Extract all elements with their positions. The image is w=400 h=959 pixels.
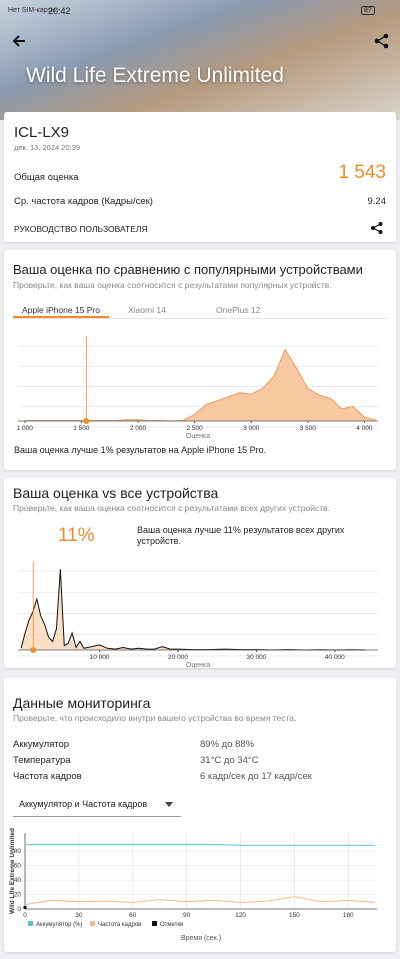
carrier: Нет SIM-карты xyxy=(8,7,56,14)
tab-divider xyxy=(13,318,387,319)
score: 1 543 xyxy=(338,162,386,183)
popular-chart: 1 000 1 500 2 000 2 500 3 000 3 500 4 000 Оценк… xyxy=(17,336,378,440)
section-subtitle: Проверьте, как ваша оценка соотносится с… xyxy=(13,503,331,513)
area-line xyxy=(24,348,376,422)
share-icon[interactable] xyxy=(370,221,384,235)
x-tick-label: 30 000 xyxy=(246,654,266,661)
row-value: 89% до 88% xyxy=(200,739,255,750)
tab[interactable]: Xiaomi 14 xyxy=(128,305,166,315)
legend-swatch xyxy=(152,921,157,926)
legend-label: Аккумулятор (%) xyxy=(36,922,82,928)
fps-label: Ср. частота кадров (Кадры/сек) xyxy=(14,196,153,207)
share-button[interactable] xyxy=(373,32,391,50)
verdict: Ваша оценка лучше 11% результатов всех д… xyxy=(137,525,345,546)
x-tick-label: 20 000 xyxy=(168,654,188,661)
x-tick-label: 1 500 xyxy=(73,425,90,432)
section-subtitle: Проверьте, что происходило внутри вашего… xyxy=(13,713,297,723)
x-tick-label: 180 xyxy=(343,912,354,919)
event-mark xyxy=(23,906,27,909)
row-label: Температура xyxy=(13,755,71,766)
section-title: Данные мониторинга xyxy=(13,695,151,711)
percentile: 11% xyxy=(58,525,95,546)
all-devices-chart: 10 000 20 000 30 000 40 000 Оценка xyxy=(18,561,378,669)
legend-swatch xyxy=(28,921,33,926)
verdict: Ваша оценка лучше 1% результатов на Appl… xyxy=(14,445,267,455)
x-tick-label: 0 xyxy=(23,912,27,919)
dropdown-arrow xyxy=(165,802,173,807)
y-tick-label: 60 xyxy=(14,863,22,870)
x-axis-label: Оценка xyxy=(186,433,210,440)
x-tick-label: 10 000 xyxy=(90,654,110,661)
legend-label: Отметки xyxy=(160,922,183,928)
back-button[interactable] xyxy=(10,32,28,50)
y-tick-label: 40 xyxy=(14,877,22,884)
monitoring-card: Данные мониторинга Проверьте, что происх… xyxy=(4,678,396,952)
tab[interactable]: Apple iPhone 15 Pro xyxy=(22,305,100,315)
row-value: 31°C до 34°C xyxy=(200,755,259,766)
section-title: Ваша оценка по сравнению с популярными у… xyxy=(13,262,363,277)
x-tick-label: 60 xyxy=(129,912,137,919)
page-title: Wild Life Extreme Unlimited xyxy=(26,64,284,87)
all-devices-card: Ваша оценка vs все устройства Проверьте,… xyxy=(4,478,396,668)
score-dot xyxy=(30,647,37,653)
battery: 87 xyxy=(361,6,375,15)
series-line xyxy=(25,844,376,846)
legend-label: Частота кадров xyxy=(98,922,141,928)
x-tick-label: 90 xyxy=(183,912,191,919)
y-tick-label: 0 xyxy=(17,906,21,913)
score-dot xyxy=(83,418,90,424)
section-title: Ваша оценка vs все устройства xyxy=(13,485,219,501)
y-tick-label: 20 xyxy=(14,892,22,899)
monitoring-chart: 0 20 40 60 80 0 30 60 90 120 150 180 Аккумулятор (%)… xyxy=(9,828,377,942)
x-tick-label: 2 500 xyxy=(186,425,203,432)
x-tick-label: 120 xyxy=(235,912,246,919)
y-axis-label: Wild Life Extreme Unlimited xyxy=(9,828,16,914)
tab-underline xyxy=(13,316,109,318)
x-tick-label: 3 500 xyxy=(300,425,317,432)
test-date: дек. 13, 2024 20:39 xyxy=(14,143,81,152)
x-axis-label: Время (сек.) xyxy=(181,935,221,942)
row-label: Аккумулятор xyxy=(13,739,70,750)
row-label: Частота кадров xyxy=(13,771,82,782)
popular-card: Ваша оценка по сравнению с популярными у… xyxy=(4,250,396,470)
dropdown[interactable]: Аккумулятор и Частота кадров xyxy=(13,794,181,817)
area-fill xyxy=(24,349,376,421)
row-value: 6 кадр/сек до 17 кадр/сек xyxy=(200,771,312,782)
section-subtitle: Проверьте, как ваша оценка соотносится с… xyxy=(13,280,332,290)
header-image xyxy=(0,0,400,120)
x-axis-label: Оценка xyxy=(186,662,210,669)
x-tick-label: 2 000 xyxy=(130,425,147,432)
result-card: ICL-LX9 дек. 13, 2024 20:39 Общая оценка… xyxy=(4,112,396,242)
x-tick-label: 150 xyxy=(289,912,300,919)
tab[interactable]: OnePlus 12 xyxy=(216,305,261,315)
x-tick-label: 3 000 xyxy=(243,425,260,432)
x-tick-label: 30 xyxy=(75,912,83,919)
area-fill xyxy=(21,569,367,650)
user-guide[interactable]: РУКОВОДСТВО ПОЛЬЗОВАТЕЛЯ xyxy=(14,224,148,234)
series-line xyxy=(24,896,376,906)
y-tick-label: 80 xyxy=(14,848,22,855)
dropdown-value: Аккумулятор и Частота кадров xyxy=(19,799,148,809)
device-name: ICL-LX9 xyxy=(14,124,70,141)
fps: 9.24 xyxy=(367,196,387,207)
legend-swatch xyxy=(90,921,95,926)
score-label: Общая оценка xyxy=(14,172,79,183)
x-tick-label: 1 000 xyxy=(17,425,34,432)
x-tick-label: 4 000 xyxy=(356,425,373,432)
clock: 20:42 xyxy=(48,6,71,16)
x-tick-label: 40 000 xyxy=(325,654,345,661)
